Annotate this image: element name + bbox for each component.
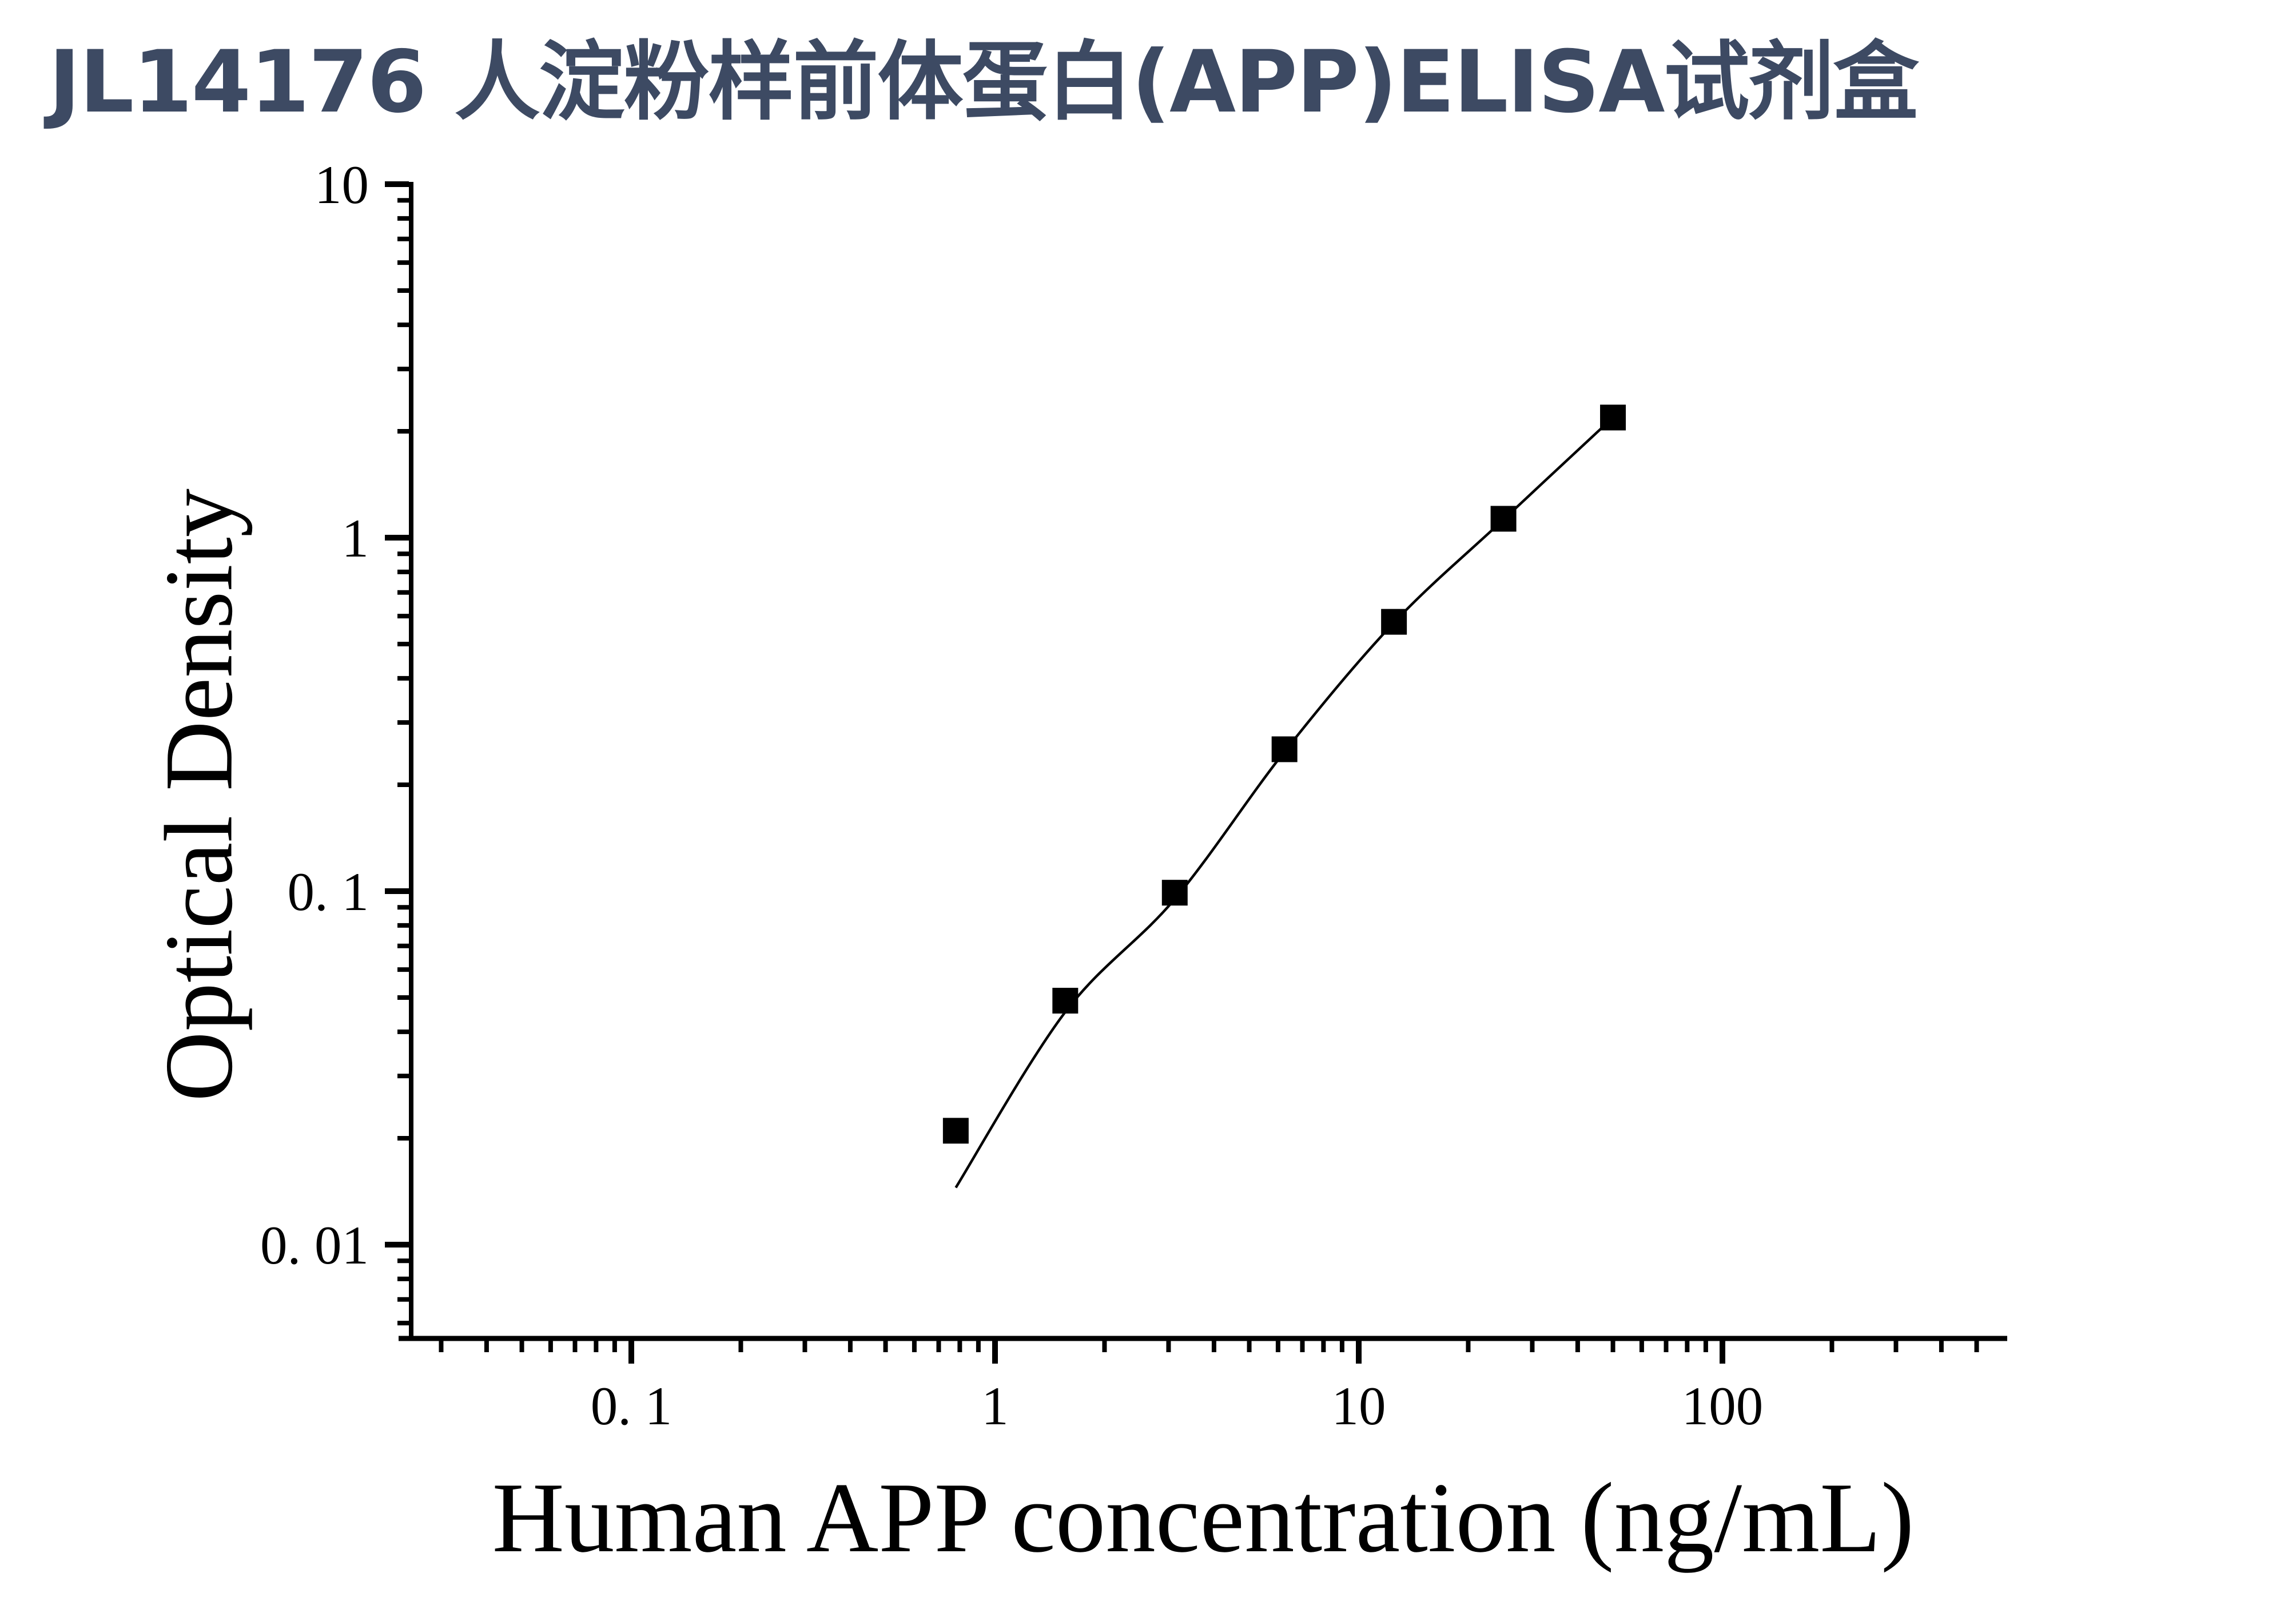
x-axis-tick-label: 1 (981, 1376, 1009, 1436)
figure-title: JL14176 人淀粉样前体蛋白(APP)ELISA试剂盒 (49, 33, 1919, 132)
data-point-marker (942, 1118, 969, 1144)
data-point-marker (1490, 506, 1517, 532)
data-point-marker (1381, 609, 1407, 635)
y-axis-tick-label: 1 (342, 508, 369, 569)
x-axis-title: Human APP concentration (ng/mL) (492, 1462, 1915, 1573)
y-axis-tick-label: 10 (315, 154, 369, 215)
y-axis-tick-label: 0. 01 (260, 1215, 369, 1276)
data-point-marker (1271, 736, 1298, 762)
y-axis-tick-label: 0. 1 (288, 861, 369, 922)
y-axis-title: Optical Density (145, 488, 253, 1102)
x-axis-tick-label: 10 (1332, 1376, 1386, 1436)
data-point-marker (1161, 880, 1188, 906)
data-point-marker (1052, 987, 1079, 1014)
fit-curve-line (954, 416, 1614, 1189)
x-axis-tick-label: 0. 1 (591, 1376, 673, 1436)
x-axis-tick-label: 100 (1682, 1376, 1764, 1436)
data-point-marker (1600, 404, 1626, 431)
